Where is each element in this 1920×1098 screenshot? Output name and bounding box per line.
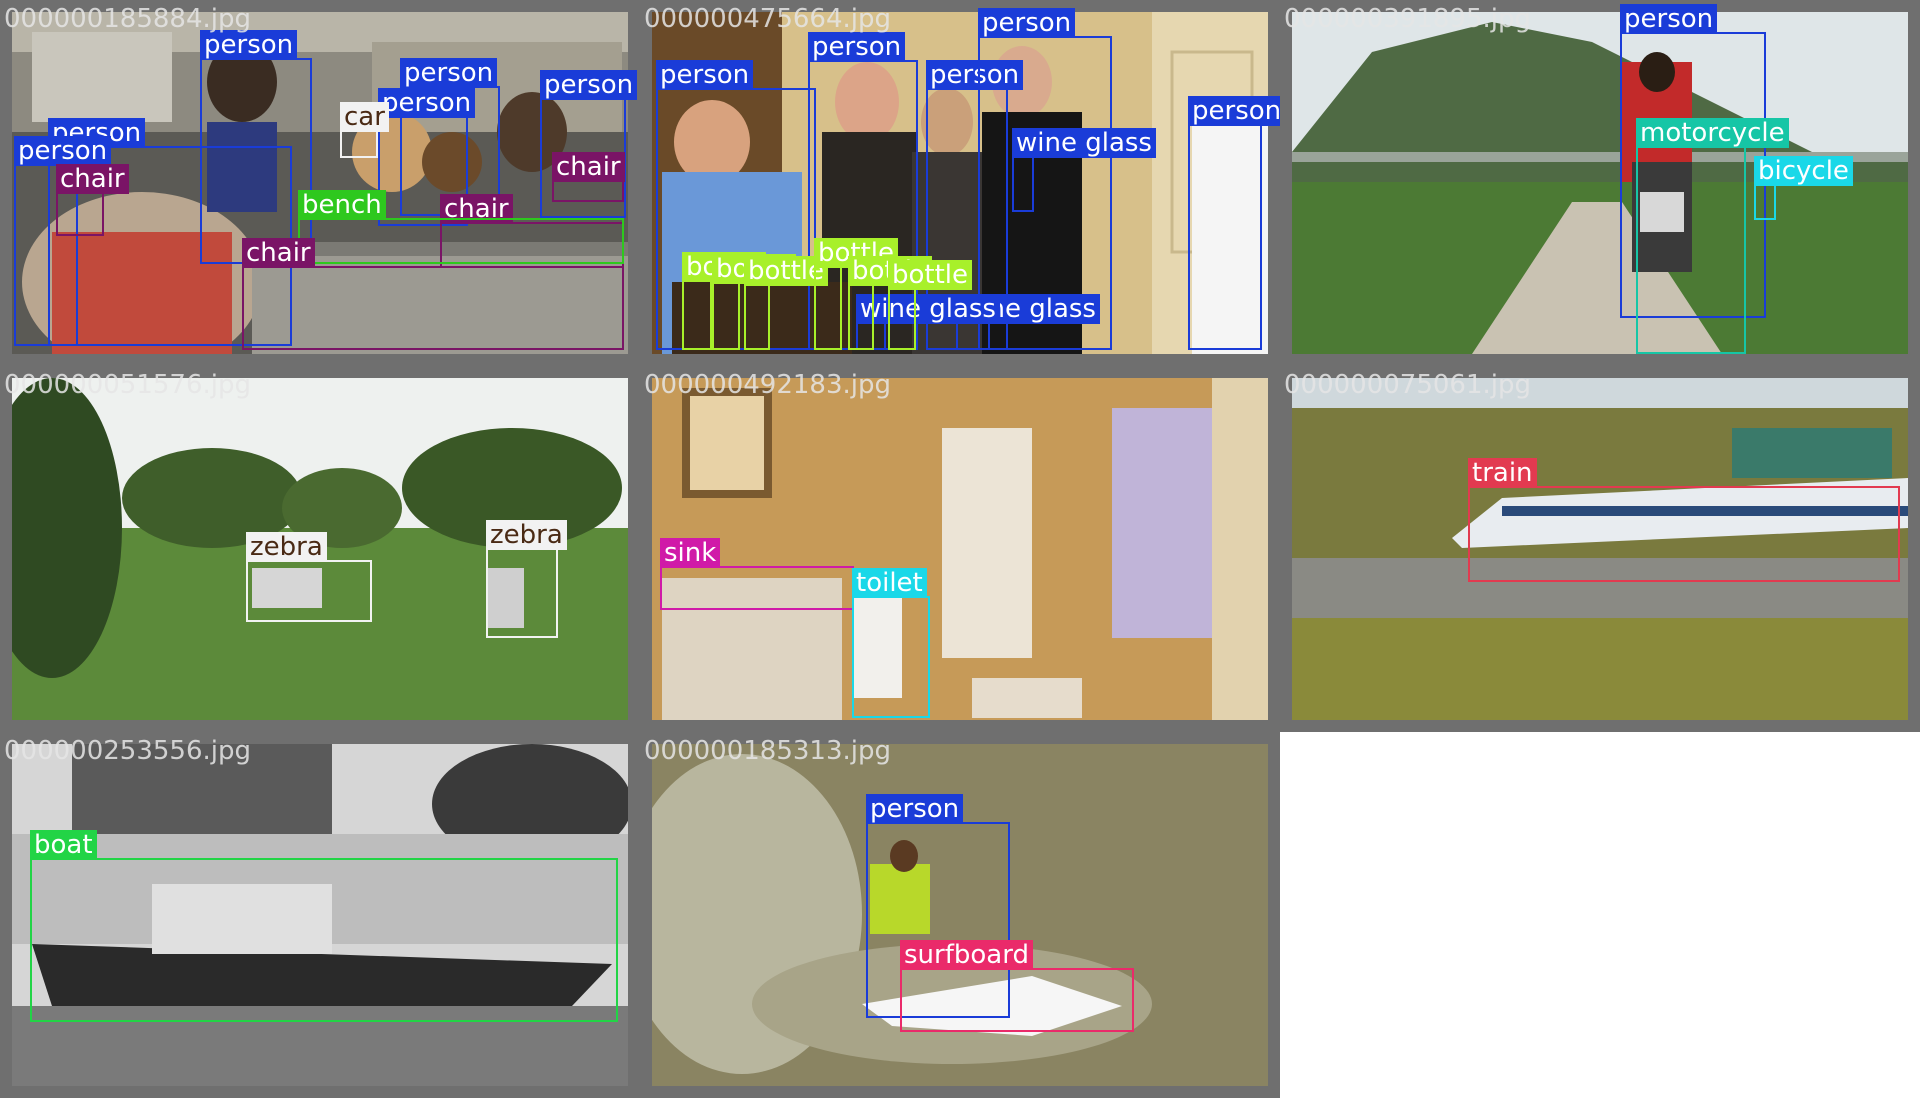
bbox-label-person: person — [1620, 4, 1718, 34]
bbox-label-person: person — [540, 70, 638, 100]
bbox-person: person — [866, 794, 1010, 1018]
bbox-chair: chair — [242, 238, 624, 350]
bbox-person: person — [378, 88, 476, 226]
bbox-label-person: person — [378, 88, 476, 118]
bbox-bottle: bottle — [814, 238, 899, 350]
image-filename: 000000391895.jpg — [1284, 4, 1531, 34]
scene-photo — [12, 744, 628, 1086]
bbox-chair: chair — [56, 164, 129, 236]
bbox-chair: chair — [552, 152, 625, 202]
bbox-bottle: bottle — [682, 252, 767, 350]
mosaic-tile: 000000185313.jpg person surfboard — [640, 732, 1280, 1098]
scene-photo — [652, 378, 1268, 720]
bbox-person: person — [1188, 96, 1280, 350]
bbox-person: person — [400, 58, 500, 216]
bbox-label-wine-glass: wine glass — [1012, 128, 1156, 158]
mosaic-tile: 000000075061.jpg train — [1280, 366, 1920, 732]
bbox-person: person — [200, 30, 312, 264]
bbox-zebra: zebra — [486, 520, 567, 638]
bbox-label-surfboard: surfboard — [900, 940, 1033, 970]
scene-photo — [1292, 378, 1908, 720]
bbox-label-train: train — [1468, 458, 1537, 488]
image-filename: 000000492183.jpg — [644, 370, 891, 400]
bbox-surfboard: surfboard — [900, 940, 1134, 1032]
image-filename: 000000075061.jpg — [1284, 370, 1531, 400]
bbox-bottle: bottle — [848, 256, 933, 350]
bbox-label-chair: chair — [242, 238, 315, 268]
bbox-toilet: toilet — [852, 568, 930, 718]
bbox-label-bench: bench — [298, 190, 386, 220]
tugboat-scene — [12, 744, 628, 1086]
bbox-label-person: person — [808, 32, 906, 62]
bbox-wine-glass: wine glass — [1012, 128, 1156, 212]
bbox-label-chair: chair — [56, 164, 129, 194]
image-filename: 000000185313.jpg — [644, 736, 891, 766]
bbox-label-person: person — [1188, 96, 1280, 126]
mosaic-tile: 000000051576.jpg zebra zebra — [0, 366, 640, 732]
mosaic-tile: 000000391895.jpg person motorcycle bicyc… — [1280, 0, 1920, 366]
bbox-person: person — [808, 32, 918, 350]
mosaic-tile: 000000492183.jpg sink toilet — [640, 366, 1280, 732]
bbox-label-person: person — [656, 60, 754, 90]
image-filename: 000000185884.jpg — [4, 4, 251, 34]
bbox-label-person: person — [926, 60, 1024, 90]
bbox-label-person: person — [200, 30, 298, 60]
image-filename: 000000475664.jpg — [644, 4, 891, 34]
bbox-person: person — [540, 70, 638, 218]
bathroom-scene — [652, 378, 1268, 720]
mosaic-tile: 000000253556.jpg boat — [0, 732, 640, 1098]
bbox-wine-glass: wine glass — [856, 294, 1000, 350]
mosaic-tile: 000000475664.jpg person person person pe… — [640, 0, 1280, 366]
bbox-wine-glass: wine glass — [956, 294, 1100, 350]
bbox-label-person: person — [866, 794, 964, 824]
image-filename: 000000253556.jpg — [4, 736, 251, 766]
bbox-bottle: bottle — [888, 260, 973, 350]
bbox-person: person — [926, 60, 1024, 350]
bbox-person: person — [1620, 4, 1766, 318]
bbox-label-boat: boat — [30, 830, 97, 860]
bbox-label-wine-glass: wine glass — [856, 294, 1000, 324]
bbox-label-motorcycle: motorcycle — [1636, 118, 1789, 148]
image-filename: 000000051576.jpg — [4, 370, 251, 400]
bbox-label-bottle: bottle — [888, 260, 973, 290]
bbox-bicycle: bicycle — [1754, 156, 1853, 220]
railway-scene — [1292, 378, 1908, 720]
bbox-zebra: zebra — [246, 532, 372, 622]
bbox-label-person: person — [14, 136, 112, 166]
bbox-sink: sink — [660, 538, 854, 610]
bbox-label-sink: sink — [660, 538, 721, 568]
bbox-car: car — [340, 102, 389, 158]
bbox-boat: boat — [30, 830, 618, 1022]
bbox-label-toilet: toilet — [852, 568, 927, 598]
bbox-person: person — [978, 8, 1112, 350]
bbox-label-bicycle: bicycle — [1754, 156, 1853, 186]
bbox-bench: bench — [298, 190, 624, 264]
bbox-train: train — [1468, 458, 1900, 582]
bbox-bottle: bottle — [712, 254, 797, 350]
bbox-person: person — [14, 136, 112, 346]
bbox-label-zebra: zebra — [486, 520, 567, 550]
bbox-bottle: bottle — [744, 256, 829, 350]
bbox-label-person: person — [978, 8, 1076, 38]
bbox-label-zebra: zebra — [246, 532, 327, 562]
bbox-label-car: car — [340, 102, 389, 132]
bbox-label-chair: chair — [552, 152, 625, 182]
bbox-motorcycle: motorcycle — [1636, 118, 1789, 354]
mosaic-tile: 000000185884.jpg person person person pe… — [0, 0, 640, 366]
bbox-label-person: person — [400, 58, 498, 88]
